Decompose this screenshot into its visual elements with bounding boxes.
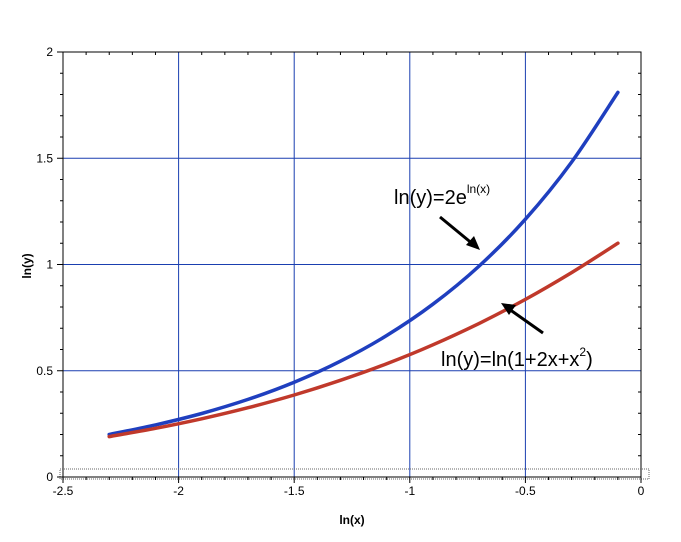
- x-tick-label: -2: [173, 484, 184, 498]
- y-tick-label: 0: [46, 470, 53, 484]
- series-lines: [107, 90, 620, 439]
- annotation-polynomial-main: ln(y)=ln(1+2x+x: [441, 349, 579, 371]
- annotation-exponential-main: ln(y)=2e: [394, 187, 467, 209]
- annotation-polynomial-suffix: ): [586, 349, 593, 371]
- annotation-exponential-arrow: [439, 215, 480, 250]
- x-tick-labels: -2.5 -2 -1.5 -1 -0.5 0: [53, 484, 645, 498]
- series-line-0: [107, 90, 620, 437]
- y-tick-label: 1: [46, 258, 53, 272]
- y-tick-labels: 0 0.5 1 1.5 2: [36, 45, 53, 484]
- x-tick-label: -1: [404, 484, 415, 498]
- series-line-1: [107, 241, 620, 439]
- y-tick-label: 0.5: [36, 364, 53, 378]
- annotation-polynomial-sup: 2: [579, 345, 586, 359]
- x-tick-label: 0: [638, 484, 645, 498]
- x-axis-band: [59, 468, 650, 480]
- annotation-exponential-sup: ln(x): [467, 182, 490, 196]
- x-tick-label: -1.5: [284, 484, 305, 498]
- annotation-exponential: ln(y)=2eln(x): [394, 182, 490, 209]
- y-axis-title: ln(y): [20, 253, 34, 278]
- x-tick-label: -0.5: [515, 484, 536, 498]
- x-tick-label: -2.5: [53, 484, 74, 498]
- x-axis-title: ln(x): [339, 513, 364, 527]
- gridlines: [63, 52, 641, 477]
- y-tick-label: 1.5: [36, 151, 53, 165]
- axis-ticks: [57, 51, 642, 483]
- annotation-polynomial: ln(y)=ln(1+2x+x2): [441, 345, 593, 371]
- annotation-polynomial-arrow: [501, 303, 544, 335]
- y-tick-label: 2: [46, 45, 53, 59]
- plot-frame: [59, 51, 650, 480]
